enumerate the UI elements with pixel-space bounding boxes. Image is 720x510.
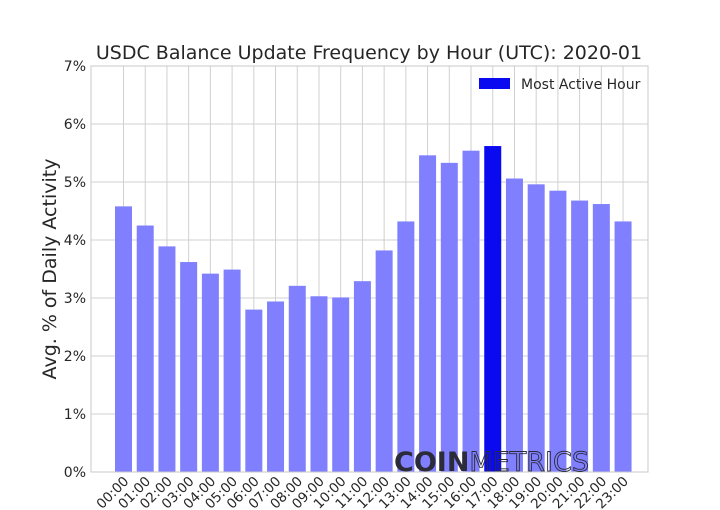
legend-label: Most Active Hour bbox=[521, 77, 641, 93]
plot-frame bbox=[90, 65, 649, 473]
watermark-bold: COIN bbox=[394, 447, 469, 478]
bar bbox=[462, 150, 480, 472]
bar bbox=[245, 309, 263, 472]
y-tick-label: 4% bbox=[64, 233, 86, 249]
bar bbox=[267, 301, 285, 472]
bar bbox=[614, 221, 632, 472]
legend: Most Active Hour bbox=[479, 77, 641, 93]
bar bbox=[332, 297, 350, 472]
bar bbox=[180, 262, 198, 472]
bar bbox=[549, 190, 567, 472]
watermark-light: METRICS bbox=[469, 447, 589, 478]
legend-swatch bbox=[479, 78, 510, 89]
y-tick-label: 7% bbox=[64, 59, 86, 75]
y-tick-label: 2% bbox=[64, 349, 86, 365]
bar bbox=[397, 221, 415, 472]
bar bbox=[419, 155, 437, 472]
bars bbox=[115, 146, 632, 473]
bar bbox=[571, 200, 589, 472]
bar bbox=[115, 206, 132, 473]
y-tick-label: 3% bbox=[64, 291, 86, 307]
y-tick-label: 1% bbox=[64, 407, 86, 423]
bar bbox=[158, 246, 176, 472]
bar bbox=[527, 184, 545, 472]
y-tick-label: 5% bbox=[64, 175, 86, 191]
bar bbox=[375, 250, 393, 472]
bar bbox=[440, 162, 458, 473]
bar bbox=[592, 204, 610, 473]
y-axis-label: Avg. % of Daily Activity bbox=[39, 159, 61, 380]
bar bbox=[136, 225, 154, 472]
coinmetrics-watermark: COINMETRICS bbox=[394, 447, 589, 479]
bar-highlight bbox=[484, 146, 502, 473]
bar bbox=[353, 281, 371, 472]
bar bbox=[505, 178, 523, 472]
svg-text:COINMETRICS: COINMETRICS bbox=[394, 447, 589, 478]
y-tick-label: 6% bbox=[64, 117, 86, 133]
chart-title: USDC Balance Update Frequency by Hour (U… bbox=[96, 42, 642, 64]
bar bbox=[310, 296, 328, 472]
axes: 0%1%2%3%4%5%6%7%00:0001:0002:0003:0004:0… bbox=[64, 59, 649, 510]
y-tick-label: 0% bbox=[64, 465, 86, 481]
bar bbox=[201, 273, 219, 472]
bar bbox=[223, 269, 241, 472]
bar bbox=[288, 285, 306, 472]
